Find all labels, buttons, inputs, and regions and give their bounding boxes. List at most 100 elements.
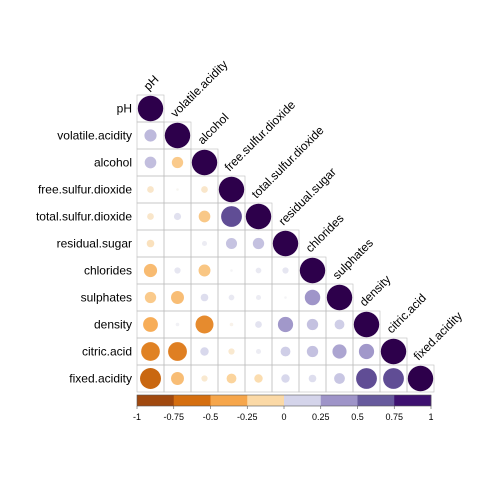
row-label: alcohol xyxy=(94,156,132,170)
colorbar-tick-label: 0.25 xyxy=(312,412,330,422)
correlation-circle xyxy=(252,237,265,250)
correlation-circle xyxy=(228,294,235,301)
colorbar-tick-label: 0.5 xyxy=(351,412,364,422)
correlation-circle xyxy=(225,237,238,250)
colorbar-segment xyxy=(357,395,395,406)
colorbar-segment xyxy=(284,395,322,406)
row-label: residual.sugar xyxy=(57,237,132,251)
row-label: pH xyxy=(117,102,132,116)
correlation-circle xyxy=(229,322,234,327)
correlation-circle xyxy=(171,291,184,304)
correlation-circle xyxy=(383,368,404,389)
column-label: fixed.acidity xyxy=(411,309,465,363)
column-labels: pH volatile.acidityalcoholfree.sulfur.dio… xyxy=(141,57,465,363)
correlation-circle xyxy=(144,156,157,169)
correlation-circle xyxy=(200,293,209,302)
correlation-circle xyxy=(254,374,263,383)
correlation-circle xyxy=(326,284,353,311)
correlation-circle xyxy=(191,149,218,176)
colorbar-tick-label: -0.75 xyxy=(163,412,184,422)
correlation-circle xyxy=(218,176,245,203)
correlation-circle xyxy=(281,374,290,383)
correlation-circle xyxy=(198,210,211,223)
correlation-circle xyxy=(282,267,289,274)
correlation-circle xyxy=(407,365,434,392)
correlation-circle xyxy=(164,122,191,149)
correlation-circle xyxy=(201,240,208,247)
correlation-circle xyxy=(304,289,321,306)
correlation-circle xyxy=(306,318,319,331)
colorbar-tick-label: -0.5 xyxy=(203,412,219,422)
correlation-circle xyxy=(332,344,347,359)
colorbar-tick-label: -1 xyxy=(133,412,141,422)
row-label: sulphates xyxy=(81,291,132,305)
colorbar-tick-label: 0 xyxy=(281,412,286,422)
column-label: sulphates xyxy=(330,236,376,282)
correlation-circle xyxy=(221,206,242,227)
correlation-circle xyxy=(255,267,262,274)
correlation-circle xyxy=(353,311,380,338)
correlation-circle xyxy=(255,348,262,355)
correlation-circle xyxy=(356,368,377,389)
correlation-circle xyxy=(143,317,158,332)
correlation-circle xyxy=(144,129,157,142)
correlation-circle xyxy=(299,257,326,284)
correlation-circle xyxy=(255,294,262,301)
colorbar-tick-label: 0.75 xyxy=(385,412,403,422)
correlation-circle xyxy=(272,230,299,257)
row-label: citric.acid xyxy=(82,345,132,359)
correlation-circle xyxy=(255,321,262,328)
correlation-circle xyxy=(334,319,345,330)
correlation-circle xyxy=(140,368,161,389)
column-label: chlorides xyxy=(303,211,347,255)
cell-box xyxy=(163,229,192,258)
colorbar-tick-label: 1 xyxy=(428,412,433,422)
correlation-circle xyxy=(171,372,184,385)
row-label: total.sulfur.dioxide xyxy=(36,210,132,224)
correlation-circle xyxy=(228,348,235,355)
colorbar-segment xyxy=(394,395,432,406)
column-label: pH xyxy=(141,72,162,93)
correlation-circle xyxy=(284,296,287,299)
correlation-circle xyxy=(280,346,291,357)
correlation-cells xyxy=(136,94,435,393)
correlation-circle xyxy=(144,291,157,304)
correlation-circle xyxy=(141,342,160,361)
correlation-circle xyxy=(334,373,345,384)
column-label: citric.acid xyxy=(384,291,429,336)
correlation-circle xyxy=(171,156,184,169)
correlation-circle xyxy=(201,186,208,193)
correlation-circle xyxy=(358,343,375,360)
row-label: chlorides xyxy=(84,264,132,278)
correlation-circle xyxy=(176,188,179,191)
correlation-circle xyxy=(173,212,182,221)
correlation-circle xyxy=(147,186,154,193)
colorbar: -1 -0.75 -0.5 -0.25 0 0.25 0.5 0.75 1 xyxy=(133,394,434,422)
correlation-circle xyxy=(201,375,208,382)
row-label: density xyxy=(94,318,132,332)
row-label: free.sulfur.dioxide xyxy=(38,183,132,197)
colorbar-segment xyxy=(247,395,285,406)
correlation-circle xyxy=(174,267,181,274)
correlation-circle xyxy=(308,374,317,383)
colorbar-segment xyxy=(173,395,211,406)
correlation-circle xyxy=(168,342,187,361)
column-label: alcohol xyxy=(195,110,232,147)
row-labels: pH volatile.acidity alcohol free.sulfur.dio… xyxy=(36,102,132,386)
correlation-circle xyxy=(143,263,158,278)
correlation-circle xyxy=(277,316,294,333)
colorbar-segment xyxy=(320,395,358,406)
correlation-circle xyxy=(198,264,211,277)
colorbar-segment xyxy=(210,395,248,406)
row-label: volatile.acidity xyxy=(57,129,132,143)
cell-box xyxy=(406,364,435,393)
correlation-circle xyxy=(146,239,155,248)
correlation-circle xyxy=(147,213,154,220)
row-label: fixed.acidity xyxy=(69,372,132,386)
correlation-circle xyxy=(380,338,407,365)
correlation-circle xyxy=(306,345,319,358)
correlation-circle xyxy=(175,322,180,327)
colorbar-tick-label: -0.25 xyxy=(237,412,258,422)
correlation-circle xyxy=(137,95,164,122)
